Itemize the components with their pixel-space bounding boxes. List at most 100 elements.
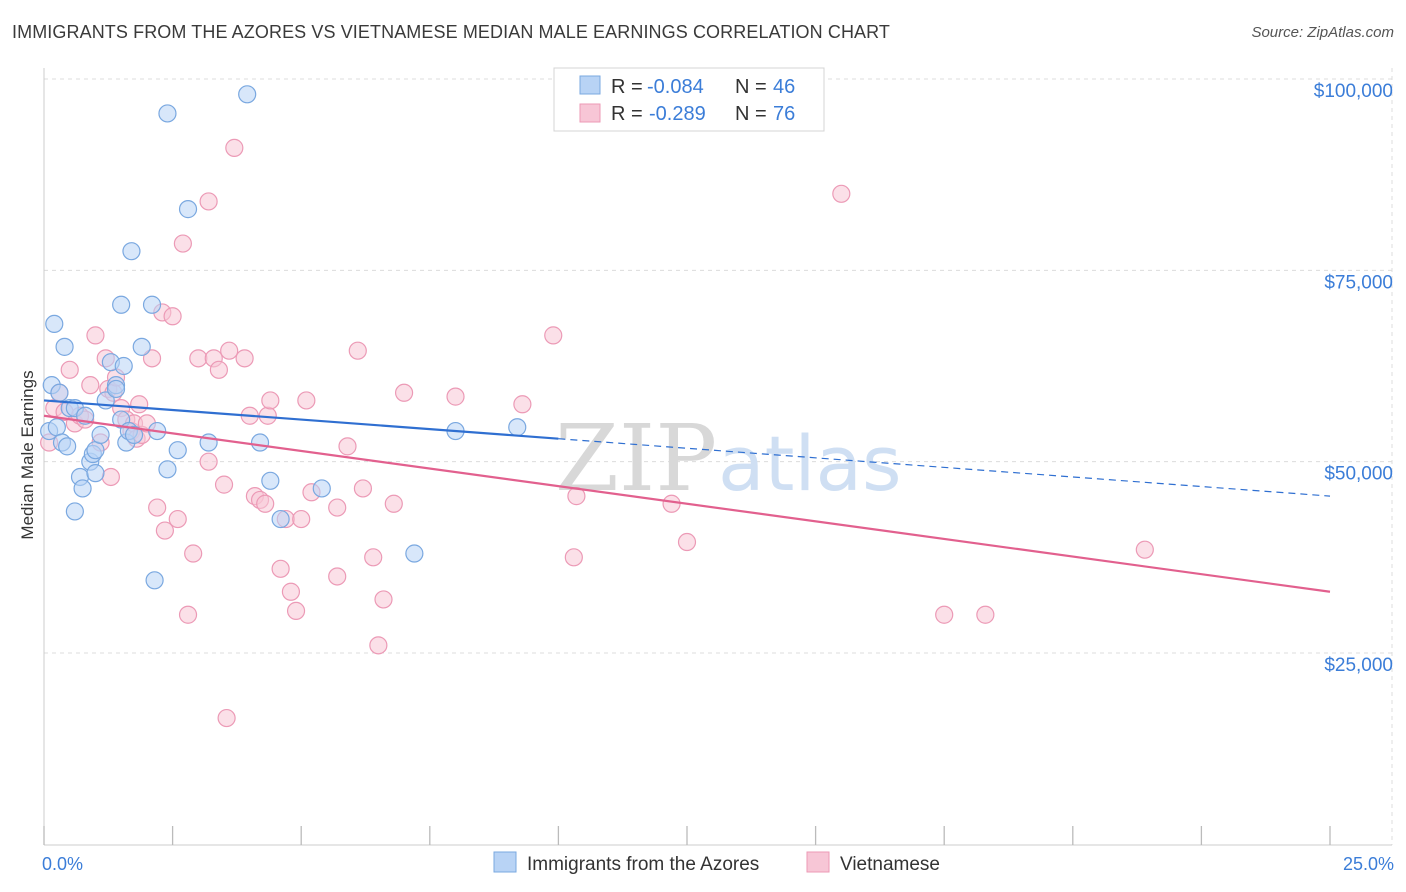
series-legend-swatch-vietnamese	[806, 851, 830, 873]
y-tick-label-1: $50,000	[1324, 464, 1393, 485]
vietnamese-point-30	[173, 234, 192, 253]
vietnamese-point-38	[214, 475, 234, 494]
legend-n-label-vietnamese: N =	[735, 103, 767, 125]
vietnamese-point-34	[199, 192, 218, 211]
vietnamese-point-68	[544, 326, 563, 345]
vietnamese-point-37	[209, 360, 228, 379]
vietnamese-point-27	[155, 521, 174, 540]
azores-points	[40, 85, 527, 590]
azores-point-3	[47, 418, 66, 437]
vietnamese-point-40	[220, 341, 239, 360]
legend-r-value-vietnamese: -0.289	[649, 103, 706, 125]
vietnamese-point-24	[142, 349, 162, 368]
azores-point-28	[122, 242, 141, 261]
legend-n-label-azores: N =	[735, 76, 767, 98]
vietnamese-trend-line	[43, 414, 1331, 593]
legend-n-value-azores: 46	[773, 76, 795, 98]
vietnamese-point-76	[1135, 540, 1154, 559]
vietnamese-point-9	[86, 326, 105, 345]
y-tick-label-0: $25,000	[1324, 655, 1393, 676]
vietnamese-point-51	[281, 582, 301, 601]
y-tick-label-2: $75,000	[1324, 272, 1393, 293]
vietnamese-point-25	[148, 498, 167, 517]
vietnamese-point-72	[677, 532, 697, 552]
vietnamese-point-46	[256, 494, 275, 513]
vietnamese-point-65	[394, 383, 414, 402]
azores-point-25	[114, 356, 133, 376]
azores-point-35	[158, 104, 177, 123]
azores-point-34	[158, 460, 177, 479]
series-legend-swatch-azores	[493, 851, 517, 873]
azores-point-24	[112, 295, 131, 314]
chart-title: IMMIGRANTS FROM THE AZORES VS VIETNAMESE…	[12, 22, 891, 42]
vietnamese-point-8	[81, 376, 100, 395]
legend-r-value-azores: -0.084	[647, 76, 704, 98]
vietnamese-point-57	[328, 498, 347, 517]
vietnamese-point-31	[178, 605, 198, 624]
series-legend-label-azores: Immigrants from the Azores	[527, 854, 759, 875]
azores-point-36	[168, 441, 187, 460]
vietnamese-point-41	[225, 138, 244, 157]
legend-r-label-azores: R =	[611, 76, 643, 98]
azores-trend-line	[43, 399, 559, 440]
azores-point-2	[45, 314, 64, 334]
vietnamese-point-59	[348, 341, 367, 360]
x-tick-label-max: 25.0%	[1343, 854, 1394, 874]
azores-point-41	[261, 471, 280, 490]
azores-point-17	[86, 441, 105, 460]
vietnamese-point-21	[130, 395, 149, 414]
vietnamese-point-13	[101, 467, 120, 487]
vietnamese-point-33	[189, 349, 208, 368]
vietnamese-point-53	[292, 509, 311, 529]
azores-point-46	[508, 418, 527, 437]
azores-point-40	[250, 433, 270, 452]
series-legend: Immigrants from the Azores Vietnamese	[493, 851, 940, 875]
watermark: ZIP atlas	[555, 405, 902, 512]
grid-lines	[44, 68, 1393, 845]
azores-point-10	[65, 502, 84, 521]
vietnamese-point-62	[369, 636, 388, 655]
azores-point-18	[91, 425, 110, 444]
vietnamese-point-58	[338, 437, 357, 456]
azores-point-22	[106, 379, 126, 399]
azores-point-30	[132, 337, 151, 356]
legend-swatch-azores	[579, 75, 601, 95]
azores-point-4	[50, 383, 69, 402]
series-legend-label-vietnamese: Vietnamese	[840, 854, 940, 875]
azores-point-42	[271, 509, 290, 529]
vietnamese-point-42	[235, 349, 254, 368]
legend-n-value-vietnamese: 76	[773, 103, 795, 125]
azores-point-31	[142, 295, 162, 314]
vietnamese-point-61	[364, 548, 383, 567]
vietnamese-point-54	[297, 391, 316, 410]
vietnamese-point-67	[513, 395, 532, 414]
vietnamese-point-73	[832, 184, 851, 203]
vietnamese-point-29	[168, 509, 187, 529]
trend-lines	[43, 399, 1331, 593]
vietnamese-point-64	[384, 494, 403, 513]
x-tick-label-min: 0.0%	[42, 854, 83, 874]
y-tick-label-3: $100,000	[1314, 81, 1393, 102]
azores-point-37	[178, 200, 198, 219]
legend-swatch-vietnamese	[579, 103, 601, 123]
azores-point-29	[124, 425, 144, 444]
vietnamese-point-35	[199, 452, 218, 471]
azores-trend-line-extension	[558, 438, 1331, 497]
azores-point-32	[145, 571, 164, 590]
vietnamese-point-28	[163, 307, 182, 326]
vietnamese-point-71	[662, 494, 681, 513]
watermark-atlas: atlas	[718, 419, 902, 508]
vietnamese-point-63	[374, 590, 393, 609]
vietnamese-point-39	[217, 708, 236, 728]
vietnamese-point-49	[271, 559, 290, 578]
vietnamese-point-32	[184, 544, 203, 563]
vietnamese-point-66	[446, 387, 465, 406]
azores-point-12	[73, 479, 92, 498]
azores-point-43	[312, 479, 331, 498]
legend-r-label-vietnamese: R =	[611, 103, 643, 125]
y-axis-label: Median Male Earnings	[18, 370, 37, 539]
source-credit: Source: ZipAtlas.com	[1251, 24, 1394, 41]
vietnamese-point-74	[935, 605, 954, 624]
vietnamese-point-56	[328, 567, 347, 586]
